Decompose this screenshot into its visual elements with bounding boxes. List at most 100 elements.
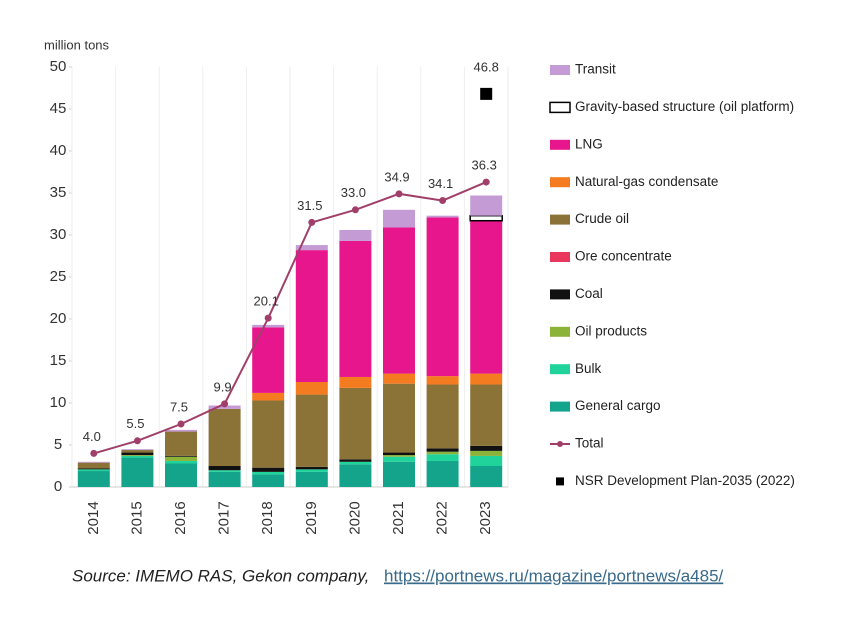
bar-segment [426,217,459,377]
bar-segment [208,408,241,466]
x-tick-label: 2023 [477,501,494,534]
total-line [93,181,487,455]
data-label: 7.5 [170,399,188,414]
bar-segment [165,431,197,456]
bar-segment [121,452,154,456]
bar-segment [165,460,197,464]
legend-swatch [550,401,570,412]
bar-segment [252,392,285,401]
legend-label: LNG [575,136,603,151]
legend-label: Bulk [575,361,602,376]
bar-segment [426,451,459,455]
bar-segment [426,448,459,452]
bar-segment [383,373,415,384]
bar-segment [77,462,110,469]
total-point [439,197,447,205]
legend-swatch [550,139,570,150]
legend-swatch [550,252,570,262]
x-tick-label: 2019 [303,501,320,534]
bar-segment [208,471,241,487]
legend-swatch [550,364,570,375]
bar-segment [295,382,328,395]
bar-segment [77,461,110,463]
total-point [351,206,359,214]
bar-segment [469,214,503,222]
bar-segment [77,468,110,470]
x-tick-label: 2014 [85,501,102,534]
bar-segment [121,449,154,451]
bar-segment [165,456,197,461]
bar-segment [383,452,415,456]
legend-swatch [549,101,571,114]
y-tick-label: 50 [50,58,67,75]
total-point [308,218,316,226]
bar-segment [339,459,372,462]
y-tick-label: 35 [50,184,67,201]
legend-label: Ore concentrate [575,249,672,264]
data-label: 31.5 [297,198,322,213]
data-label: 20.1 [254,294,279,309]
bar-segment [77,469,110,472]
bar-segment [77,471,110,487]
legend-label: Crude oil [575,211,629,226]
legend-label: Natural-gas condensate [575,174,718,189]
bar-segment [426,384,459,449]
plan-marker [480,87,493,100]
bar-segment [470,220,503,374]
bar-segment [426,215,459,218]
total-point [221,400,229,408]
legend-label: General cargo [575,398,661,413]
bar-segment [295,250,328,382]
bar-segment [470,455,503,466]
legend-label: Coal [575,286,603,301]
y-tick-label: 25 [50,268,67,285]
bar-segment [121,455,154,456]
bar-segment [295,469,328,472]
bar-segment [470,195,503,216]
data-label: 9.9 [214,379,232,394]
bar-segment [339,229,372,241]
bar-segment [383,383,415,453]
bar-segment [383,455,415,457]
x-tick-label: 2020 [346,501,363,534]
bar-segment [339,240,372,377]
y-tick-label: 0 [54,478,62,495]
bar-segment [470,466,503,487]
legend-swatch [557,441,563,447]
total-point [177,420,185,428]
legend-label: Transit [575,62,616,77]
data-label: 34.9 [384,169,409,184]
source-link[interactable]: https://portnews.ru/magazine/portnews/a4… [384,566,724,585]
bar-segment [470,373,503,385]
legend-label: Oil products [575,323,647,338]
total-point [395,190,403,198]
bar-segment [252,324,285,328]
bar-segment [165,429,197,432]
bar-segment [426,454,459,461]
bar-segment [252,400,285,468]
bar-segment [339,461,372,465]
legend-label: NSR Development Plan-2035 (2022) [575,473,795,488]
y-axis-label: million tons [44,37,110,52]
x-tick-label: 2017 [216,501,233,534]
x-tick-label: 2022 [434,501,451,534]
bar-segment [383,461,415,487]
bar-segment [339,464,372,487]
data-label: 5.5 [126,416,144,431]
bar-segment [426,376,459,385]
data-label: 33.0 [341,185,366,200]
x-tick-label: 2016 [172,501,189,534]
data-label: 4.0 [83,429,101,444]
bar-segment [470,445,503,451]
bar-segment [121,455,154,458]
bar-segment [208,466,241,471]
legend-swatch [550,65,570,75]
y-tick-label: 40 [50,142,67,159]
bar-segment [252,474,285,487]
bar-segment [426,460,459,487]
data-label: 34.1 [428,176,453,191]
bar-segment [295,471,328,487]
bar-segment [470,450,503,456]
y-tick-label: 10 [50,394,67,411]
